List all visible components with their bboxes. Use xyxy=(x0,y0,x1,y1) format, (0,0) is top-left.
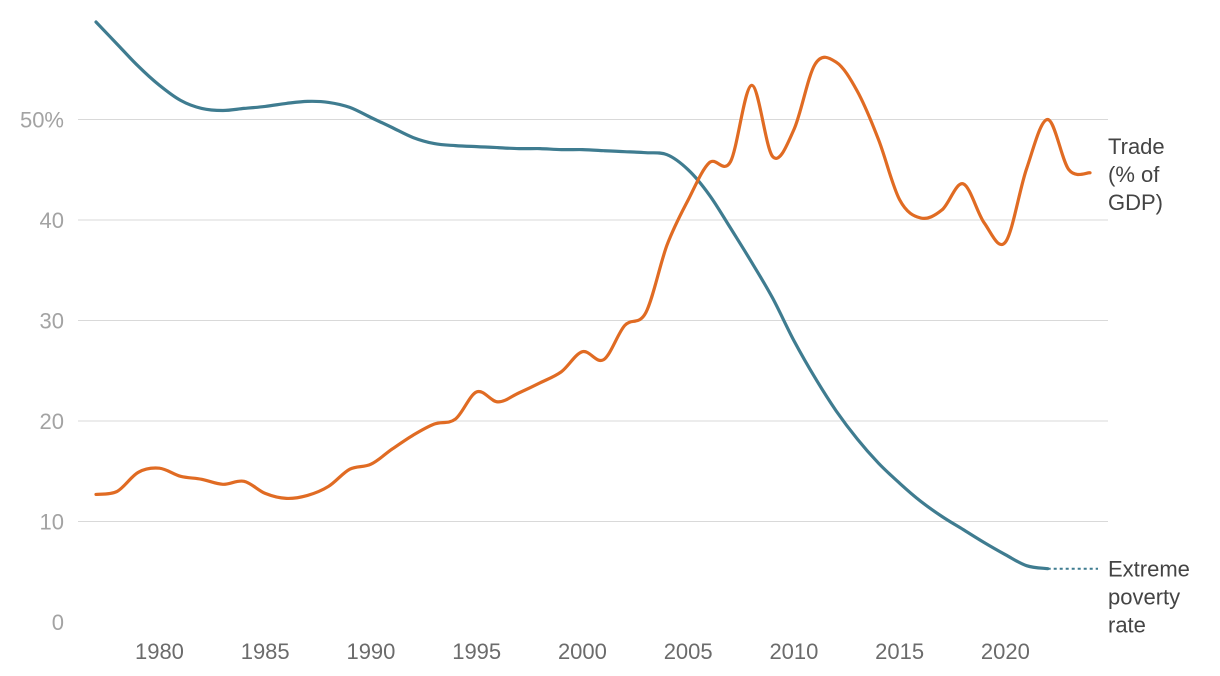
x-tick-label: 1980 xyxy=(135,639,184,664)
series-label-line: poverty xyxy=(1108,585,1180,610)
y-axis-ticks: 0 10 20 30 40 50% xyxy=(20,108,64,636)
series-line-trade xyxy=(94,55,1092,501)
y-tick-label: 10 xyxy=(40,510,64,535)
series-lines xyxy=(94,20,1098,571)
x-tick-label: 2020 xyxy=(981,639,1030,664)
series-label-line: GDP) xyxy=(1108,190,1163,215)
x-tick-label: 1995 xyxy=(452,639,501,664)
series-label: Trade (% of GDP) xyxy=(1108,134,1165,215)
x-tick-label: 2005 xyxy=(664,639,713,664)
y-tick-label: 0 xyxy=(52,610,64,635)
x-tick-label: 2000 xyxy=(558,639,607,664)
x-tick-label: 2010 xyxy=(769,639,818,664)
series-line-poverty xyxy=(94,20,1050,571)
gridlines xyxy=(78,119,1108,522)
x-tick-label: 1990 xyxy=(346,639,395,664)
series-labels: Extreme poverty rate Trade (% of GDP) xyxy=(1108,134,1190,638)
y-tick-label: 20 xyxy=(40,409,64,434)
x-tick-label: 2015 xyxy=(875,639,924,664)
series-label-line: Trade xyxy=(1108,134,1165,159)
y-tick-label: 40 xyxy=(40,208,64,233)
series-label: Extreme poverty rate xyxy=(1108,557,1190,638)
series-label-line: rate xyxy=(1108,613,1146,638)
y-tick-label: 30 xyxy=(40,309,64,334)
x-tick-label: 1985 xyxy=(241,639,290,664)
series-label-line: Extreme xyxy=(1108,557,1190,582)
y-tick-label: 50% xyxy=(20,108,64,133)
series-label-line: (% of xyxy=(1108,162,1160,187)
x-axis-ticks: 1980 1985 1990 1995 2000 2005 2010 2015 2020 xyxy=(135,639,1030,664)
